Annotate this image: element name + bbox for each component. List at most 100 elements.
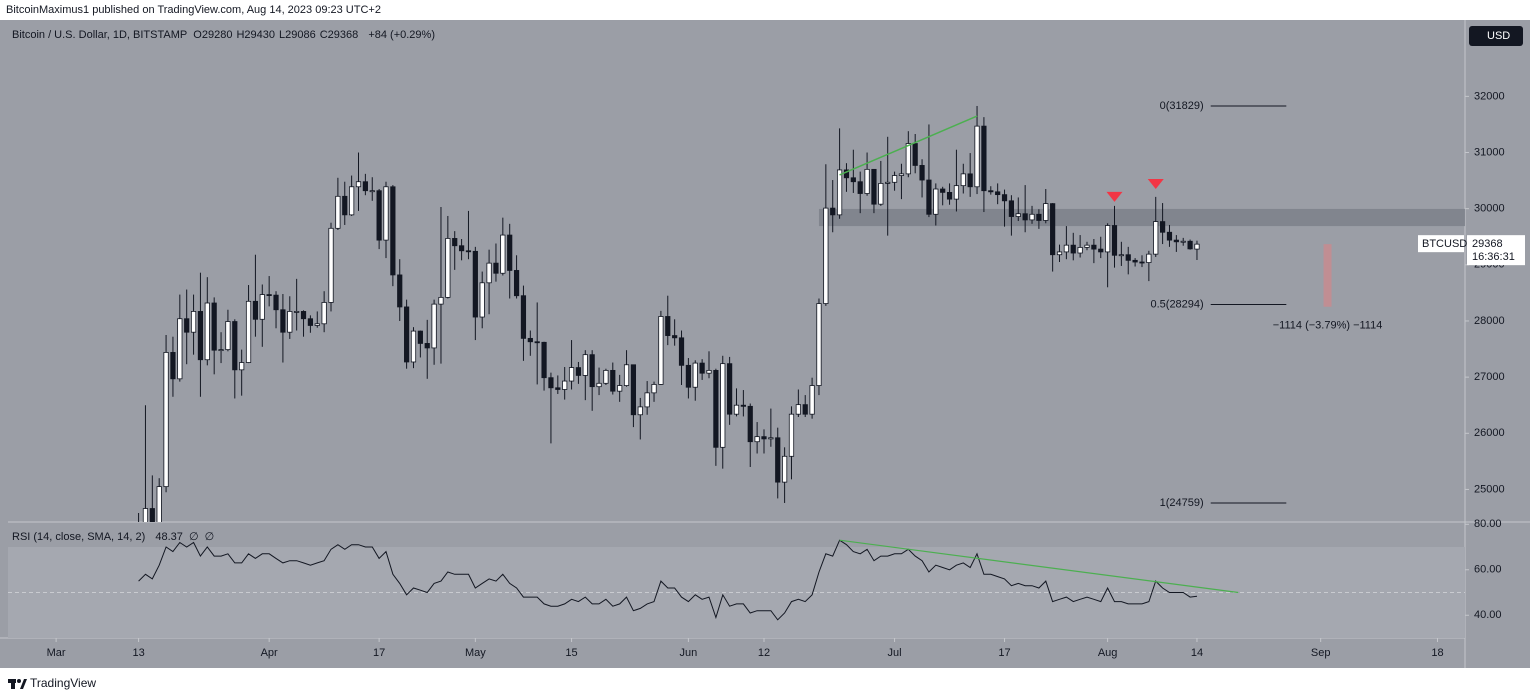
y-tick-label: 31000: [1474, 146, 1505, 158]
candle-body: [1194, 243, 1200, 250]
candle-body: [733, 404, 740, 415]
x-tick-label: 17: [373, 647, 385, 659]
candle-body: [1022, 213, 1028, 221]
candle-body: [328, 227, 334, 303]
candle-body: [527, 337, 533, 343]
candle-body: [1015, 213, 1021, 217]
candle-body: [995, 191, 1001, 196]
ohlc-value: 29430: [244, 29, 275, 41]
countdown: 16:36:31: [1472, 251, 1515, 263]
candle-body: [747, 405, 753, 443]
candle-body: [1187, 240, 1193, 250]
candle-body: [294, 311, 300, 313]
candle-body: [458, 245, 465, 252]
candle-body: [1050, 203, 1056, 256]
candle-body: [617, 385, 623, 392]
currency-box: [1469, 26, 1523, 46]
y-tick-label: 32000: [1474, 90, 1505, 102]
candle-body: [349, 186, 355, 216]
price-label: 29368: [1472, 238, 1503, 250]
candle-body: [946, 191, 953, 200]
ohlc-label: H: [236, 29, 245, 41]
candle-body: [644, 392, 650, 408]
candle-body: [410, 330, 417, 363]
candle-body: [1063, 244, 1069, 253]
candle-body: [142, 508, 149, 522]
trendline: [839, 115, 978, 176]
ohlc-label: L: [279, 29, 286, 41]
candle-body: [692, 362, 698, 388]
publisher: BitcoinMaximus1 published on TradingView…: [6, 4, 381, 16]
x-tick-label: Jun: [680, 647, 698, 659]
x-tick-label: 12: [758, 647, 770, 659]
candle-body: [190, 311, 197, 333]
y-tick-label: 80.00: [1474, 518, 1502, 530]
y-tick-label: 26000: [1474, 427, 1505, 439]
candle-body: [184, 318, 190, 333]
candle-body: [541, 341, 547, 379]
candle-body: [321, 302, 327, 325]
candle-body: [1029, 213, 1035, 221]
candle-body: [926, 179, 932, 215]
candle-body: [397, 274, 403, 308]
candle-body: [472, 250, 478, 318]
rsi-legend: RSI (14, close, SMA, 14, 2) 48.37 ∅ ∅: [12, 530, 217, 543]
candle-body: [1043, 203, 1049, 221]
candle-body: [335, 195, 341, 229]
candle-body: [933, 188, 939, 215]
candle-body: [891, 175, 898, 183]
candle-body: [513, 270, 520, 297]
candle-body: [782, 455, 788, 483]
candle-body: [1056, 251, 1063, 256]
rsi-extra: ∅: [188, 531, 199, 543]
candle-body: [843, 169, 850, 179]
candle-body: [287, 311, 293, 333]
candle-body: [225, 321, 231, 351]
candle-body: [809, 385, 815, 415]
candle-body: [534, 341, 540, 344]
candle-body: [589, 354, 595, 388]
candle-body: [1070, 244, 1076, 254]
candle-body: [630, 364, 637, 416]
candle-body: [307, 318, 313, 326]
candle-body: [232, 321, 238, 371]
y-tick-label: 27000: [1474, 371, 1505, 383]
candle-body: [1091, 244, 1097, 250]
candle-body: [1160, 221, 1166, 233]
candle-body: [568, 367, 575, 382]
candle-body: [988, 190, 994, 193]
candle-body: [452, 238, 458, 247]
candle-body: [974, 125, 980, 188]
candle-body: [548, 377, 554, 389]
candle-body: [404, 306, 410, 363]
candle-body: [1036, 213, 1042, 221]
candle-body: [740, 404, 746, 407]
x-tick-label: Aug: [1098, 647, 1118, 659]
symbol-title: Bitcoin / U.S. Dollar, 1D, BITSTAMP: [12, 29, 188, 41]
candle-body: [211, 302, 217, 351]
candle-body: [830, 207, 836, 216]
candle-body: [1105, 225, 1111, 253]
candle-body: [417, 330, 423, 344]
candle-body: [699, 362, 705, 374]
candle-body: [651, 384, 657, 394]
candle-body: [637, 406, 643, 416]
candle-body: [775, 437, 781, 483]
candle-body: [610, 369, 616, 392]
candle-body: [204, 302, 210, 361]
ohlc-value: 29086: [285, 29, 316, 41]
candle-body: [981, 125, 987, 192]
candle-body: [465, 250, 472, 253]
candle-body: [857, 181, 863, 194]
candle-body: [788, 413, 795, 457]
x-tick-label: 14: [1191, 647, 1203, 659]
ohlc-value: 29368: [327, 29, 359, 41]
candle-body: [1001, 194, 1008, 202]
ohlc-values: O29280 H29430 L29086 C29368: [193, 29, 362, 41]
candle-body: [1139, 261, 1145, 264]
candle-body: [355, 181, 362, 188]
candle-body: [218, 349, 224, 352]
candle-body: [658, 316, 664, 385]
price-legend: Bitcoin / U.S. Dollar, 1D, BITSTAMP O292…: [12, 29, 438, 41]
